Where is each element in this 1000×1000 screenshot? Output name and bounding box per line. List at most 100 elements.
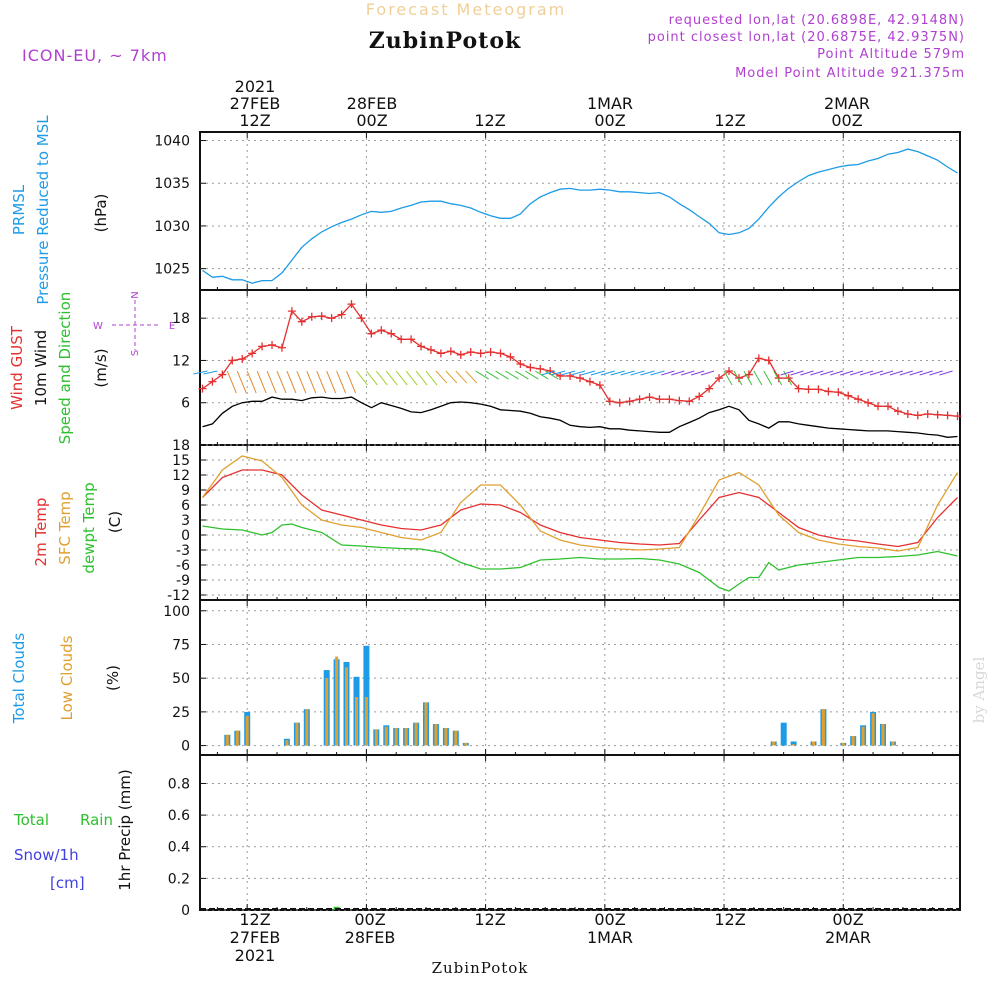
gust-marker: [864, 398, 873, 407]
wind-ytick-label: 6: [181, 396, 190, 412]
clouds-bar: [364, 697, 368, 746]
gust-marker: [228, 356, 237, 365]
wind-direction-arrow: [733, 370, 743, 386]
precip-panel: 0 0.2 0.4 0.6 0.8: [168, 754, 961, 919]
wind-direction-arrow: [465, 370, 478, 384]
clouds-bar: [355, 697, 358, 746]
wind-direction-arrow: [550, 370, 566, 376]
label-speed-dir: Speed and Direction: [56, 292, 74, 445]
gust-marker: [834, 388, 843, 397]
temp-ytick-label: 12: [172, 468, 190, 484]
clouds-bar: [812, 741, 815, 746]
gust-marker: [556, 371, 565, 380]
wind-direction-arrow: [256, 370, 267, 394]
compass-s: S: [130, 350, 141, 356]
gust-marker: [923, 410, 932, 418]
temp-ytick-label: -12: [167, 588, 190, 604]
wind-direction-arrow: [810, 370, 824, 376]
top-axis-line: 2MAR: [824, 94, 870, 113]
gust-marker: [486, 348, 495, 356]
gust-marker: [874, 402, 883, 411]
wind-direction-arrow: [485, 370, 499, 380]
label-hpa: (hPa): [92, 194, 110, 233]
point-altitude: Point Altitude 579m: [817, 47, 965, 62]
wind-direction-arrow: [919, 370, 933, 376]
wind-direction-arrow: [780, 370, 794, 376]
pressure-ytick-label: 1025: [154, 262, 190, 278]
top-axis-line: 12Z: [474, 111, 505, 130]
top-axis-label: 28FEB 00Z: [347, 94, 398, 130]
wind-direction-arrow: [541, 370, 556, 376]
label-prmsl: PRMSL: [10, 184, 28, 235]
gust-marker: [397, 335, 406, 344]
gust-marker: [317, 312, 326, 321]
clouds-bar: [394, 728, 398, 746]
pressure-ytick-label: 1035: [154, 176, 190, 192]
gust-marker: [446, 347, 455, 356]
wind-direction-arrow: [743, 370, 753, 386]
precip-labels: Total Rain Snow/1h [cm] 1hr Precip (mm): [13, 769, 134, 892]
gust-marker: [456, 350, 465, 359]
temp-ytick-label: 15: [172, 453, 190, 469]
wind-panel: 6 12 18: [172, 289, 962, 446]
wind-direction-arrow: [560, 370, 576, 376]
clouds-bar: [384, 726, 388, 746]
wind-direction-arrow: [849, 370, 864, 376]
gust-marker: [903, 410, 912, 418]
gust-marker: [476, 349, 485, 358]
precip-frame: [199, 754, 961, 911]
model-altitude: Model Point Altitude 921.375m: [735, 66, 965, 81]
wind-direction-arrow: [590, 370, 605, 376]
gust-marker: [417, 342, 426, 351]
gust-marker: [635, 395, 644, 404]
label-pressure: Pressure Reduced to MSL: [34, 115, 52, 305]
clouds-panel: 0 25 50 75 100: [163, 599, 961, 756]
wind-direction-arrow: [610, 370, 625, 376]
gust-marker: [953, 412, 962, 421]
wind-direction-arrow: [405, 370, 418, 386]
label-rain: Rain: [80, 811, 113, 829]
clouds-bar: [821, 709, 825, 746]
top-axis-line: 00Z: [594, 111, 625, 130]
top-axis-line: 28FEB: [347, 94, 398, 113]
wind-direction-arrow: [203, 370, 218, 375]
wind-direction-arrow: [385, 370, 398, 386]
wind-direction-arrow: [336, 370, 347, 394]
gust-marker: [943, 411, 952, 420]
wind-direction-arrow: [193, 370, 208, 375]
bottom-axis-line: 00Z: [832, 910, 863, 929]
wind-direction-arrow: [226, 370, 237, 394]
gust-marker: [883, 402, 892, 411]
gust-marker: [675, 396, 684, 405]
wind-labels: Wind GUST 10m Wind Speed and Direction (…: [8, 291, 175, 444]
clouds-bar: [851, 736, 855, 746]
gust-marker: [377, 326, 386, 335]
gust-marker: [198, 384, 207, 393]
wind-direction-arrow: [620, 370, 635, 376]
precip-ytick-label: 0.4: [168, 840, 190, 856]
clouds-bar: [325, 678, 329, 746]
gust-marker: [734, 374, 743, 383]
closest-coords: point closest lon,lat (20.6875E, 42.9375…: [648, 30, 965, 45]
gust-marker: [536, 364, 545, 373]
model-label: ICON-EU, ~ 7km: [22, 46, 168, 65]
gust-marker: [516, 359, 525, 368]
bottom-axis-line: 12Z: [714, 910, 745, 929]
bottom-axis-line: 00Z: [354, 910, 385, 929]
wind-direction-arrow: [286, 370, 297, 394]
wind-direction-arrow: [505, 370, 519, 380]
gust-marker: [238, 355, 247, 364]
label-total: Total: [13, 811, 49, 829]
location-title: ZubinPotok: [369, 28, 522, 54]
gust-marker: [566, 371, 575, 380]
wind-direction-arrow: [929, 370, 943, 376]
clouds-bar: [424, 702, 428, 746]
clouds-bar: [444, 728, 448, 746]
precip-ytick-label: 0: [181, 903, 190, 919]
clouds-ytick-label: 50: [172, 671, 190, 687]
gust-marker: [258, 342, 267, 351]
wind-direction-arrow: [415, 370, 428, 386]
clouds-bar: [225, 734, 229, 746]
bottom-axis-label: 12Z: [474, 910, 505, 929]
gust-marker: [506, 352, 515, 361]
